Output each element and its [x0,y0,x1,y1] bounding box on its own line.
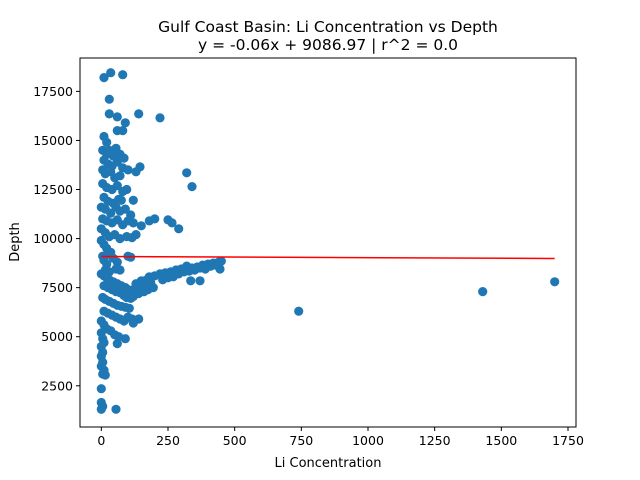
data-point [128,318,138,328]
x-tick-label: 750 [289,433,313,448]
y-tick-label: 5000 [41,329,73,344]
x-axis: 0 250 500 750 1000 1250 1500 1750 [97,427,584,448]
y-axis: 2500 5000 7500 10000 12500 15000 17500 [33,84,80,393]
data-point [104,94,114,104]
plot-area [96,68,560,414]
data-point [115,171,125,181]
data-point [112,181,122,191]
data-point [134,109,144,119]
data-point [102,137,112,147]
data-point [104,109,114,119]
data-point [119,153,129,163]
data-point [115,265,125,275]
data-point [99,73,109,83]
data-point [155,113,165,123]
data-point [106,208,116,218]
regression-line [101,255,555,260]
x-tick-label: 1500 [485,433,517,448]
chart-subtitle: y = -0.06x + 9086.97 | r^2 = 0.0 [198,36,458,54]
data-point [187,182,197,192]
data-point [131,230,141,240]
chart-title: Gulf Coast Basin: Li Concentration vs De… [158,18,498,36]
y-axis-label: Depth [8,222,23,262]
data-point [96,384,106,394]
data-point [167,218,177,228]
data-point [111,404,121,414]
y-tick-label: 2500 [41,378,73,393]
data-point [120,118,130,128]
data-point [550,277,560,287]
data-point [150,214,160,224]
data-point [136,221,146,231]
y-tick-label: 7500 [41,280,73,295]
y-tick-label: 15000 [33,133,73,148]
y-tick-label: 17500 [33,84,73,99]
x-axis-label: Li Concentration [275,456,382,471]
data-point [195,276,205,286]
x-tick-label: 1750 [552,433,584,448]
data-point [478,287,488,297]
data-point [120,204,130,214]
data-point [123,165,133,175]
data-point [186,276,196,286]
data-point [96,404,106,414]
x-tick-label: 1000 [352,433,384,448]
data-point [112,112,122,122]
data-point [120,334,130,344]
y-tick-label: 10000 [33,231,73,246]
plot-frame [79,57,577,428]
data-point [112,257,122,267]
data-point [116,195,126,205]
data-point [100,370,110,380]
y-tick-label: 12500 [33,182,73,197]
x-tick-label: 250 [156,433,180,448]
data-point [128,195,138,205]
data-point [112,157,122,167]
data-point [135,162,145,172]
x-tick-label: 500 [223,433,247,448]
data-point [182,168,192,178]
x-tick-label: 0 [97,433,105,448]
data-point [294,306,304,316]
x-tick-label: 1250 [419,433,451,448]
data-point [148,283,158,293]
data-point [118,70,128,80]
data-point [174,224,184,234]
fit-line-layer [101,255,555,260]
data-point [215,264,225,274]
data-point [122,184,132,195]
data-point [124,303,134,313]
data-point [118,126,128,136]
data-point [112,339,122,349]
data-point [128,218,138,228]
data-point [106,68,116,78]
